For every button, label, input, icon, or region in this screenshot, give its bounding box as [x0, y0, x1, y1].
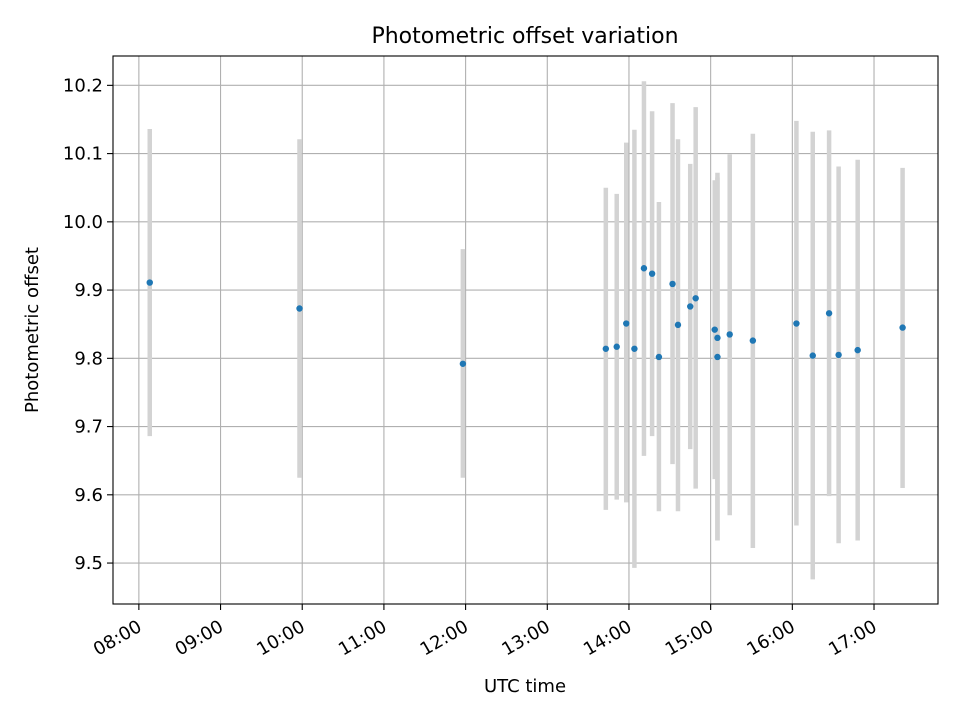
data-point [825, 310, 833, 317]
data-point [692, 295, 699, 302]
y-tick-label: 9.9 [74, 280, 103, 301]
x-axis-label: UTC time [484, 676, 566, 697]
data-point [711, 326, 718, 333]
data-point [631, 345, 638, 352]
data-point [613, 343, 620, 350]
data-point [459, 360, 467, 367]
data-point [146, 279, 153, 286]
data-point [854, 346, 861, 354]
data-point [749, 337, 757, 344]
y-tick-label: 10.1 [63, 144, 103, 165]
data-point [809, 352, 816, 359]
data-point [669, 280, 676, 288]
data-point [835, 351, 842, 359]
data-point [899, 324, 906, 331]
data-point [648, 270, 656, 277]
data-point [602, 345, 610, 352]
chart-title: Photometric offset variation [371, 24, 678, 49]
plot-area-frame [112, 55, 939, 605]
data-point [793, 320, 800, 327]
data-point [296, 305, 303, 312]
data-point [655, 353, 663, 361]
data-point [623, 320, 630, 327]
y-tick-label: 9.6 [74, 485, 103, 506]
y-axis-ticks: 9.5 9.6 9.7 9.8 9.9 10.0 10.1 10.2 [63, 75, 113, 574]
data-point [714, 353, 721, 361]
y-tick-label: 9.7 [74, 417, 103, 438]
y-axis-label: Photometric offset [22, 247, 43, 413]
data-point [714, 334, 721, 342]
y-tick-label: 9.8 [74, 348, 103, 369]
data-point [640, 265, 648, 272]
y-tick-label: 10.2 [63, 75, 103, 96]
y-tick-label: 9.5 [74, 553, 103, 574]
grid [113, 56, 938, 604]
data-point [674, 321, 682, 329]
data-point [726, 331, 733, 338]
data-point [687, 303, 694, 310]
y-tick-label: 10.0 [63, 212, 103, 233]
data-points [146, 265, 906, 367]
